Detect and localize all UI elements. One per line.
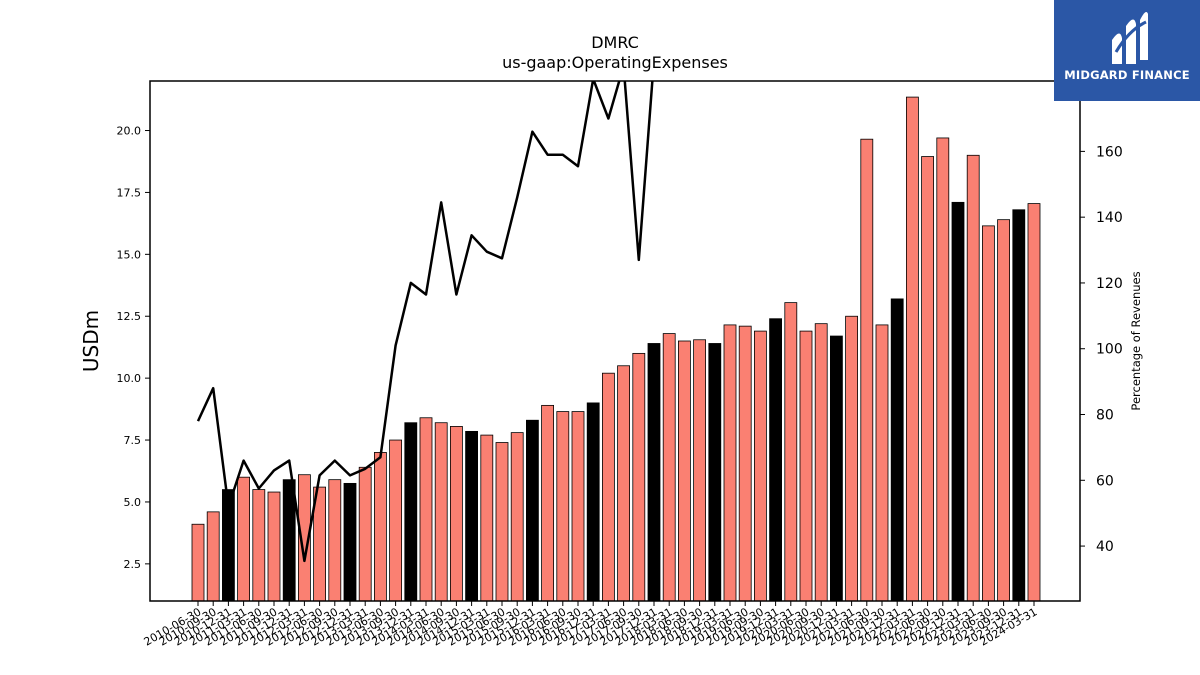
y-axis-right: 40 60 80 100 120 140 160 <box>1080 144 1123 555</box>
bar <box>449 426 463 602</box>
bar <box>571 411 585 602</box>
y2-tick-label: 80 <box>1096 408 1114 424</box>
bar <box>602 372 615 602</box>
bar <box>541 404 554 602</box>
bar <box>936 137 950 602</box>
bar <box>784 302 798 602</box>
bar <box>906 96 919 602</box>
y-tick-label: 12.5 <box>117 310 142 323</box>
line-series <box>196 81 654 563</box>
bar <box>510 432 524 602</box>
bar <box>754 330 767 602</box>
bar <box>419 417 433 602</box>
bar <box>860 138 874 602</box>
y2-tick-label: 160 <box>1096 144 1123 160</box>
bar <box>769 318 782 602</box>
y-tick-label: 17.5 <box>117 186 142 199</box>
y2-axis-label: Percentage of Revenues <box>1129 271 1143 410</box>
bar <box>252 489 266 602</box>
y-tick-label: 2.5 <box>124 558 142 571</box>
bar <box>738 325 752 602</box>
chart-title: DMRC <box>591 33 639 52</box>
y2-tick-label: 40 <box>1096 539 1114 555</box>
bar-series <box>191 96 1041 602</box>
bar <box>723 324 737 602</box>
bar <box>404 422 418 602</box>
bar <box>708 343 722 602</box>
chart-subtitle: us-gaap:OperatingExpenses <box>502 53 728 72</box>
bar <box>693 339 706 602</box>
bar <box>814 323 828 602</box>
bar <box>556 411 570 602</box>
bar <box>282 479 296 602</box>
x-axis: 2010-06-302010-09-302010-12-312011-03-31… <box>142 601 1040 649</box>
bar <box>921 156 934 602</box>
bar <box>647 343 661 602</box>
plot-frame <box>149 80 1081 602</box>
y-tick-label: 15.0 <box>117 248 142 261</box>
bar <box>526 419 539 602</box>
y2-tick-label: 100 <box>1096 342 1123 358</box>
bar <box>343 482 357 602</box>
bar <box>632 352 646 602</box>
y-tick-label: 7.5 <box>124 434 142 447</box>
bar <box>267 491 281 602</box>
bar <box>997 219 1010 602</box>
y-tick-label: 20.0 <box>117 125 142 138</box>
bar <box>358 466 372 602</box>
y2-tick-label: 120 <box>1096 276 1123 292</box>
y-tick-label: 10.0 <box>117 372 142 385</box>
y-tick-label: 5.0 <box>124 496 142 509</box>
midgard-finance-logo-icon <box>1112 12 1148 64</box>
bar <box>966 154 980 602</box>
logo: MIDGARD FINANCE <box>1054 0 1200 101</box>
bar <box>206 511 220 602</box>
y-axis-left: 2.5 5.0 7.5 10.0 12.5 15.0 17.5 20.0 <box>117 125 150 571</box>
bar <box>890 298 904 602</box>
bar <box>799 330 813 602</box>
bar <box>586 402 600 602</box>
bar <box>191 523 205 602</box>
bar <box>951 201 965 602</box>
bar <box>434 422 448 602</box>
y2-tick-label: 140 <box>1096 210 1123 226</box>
bar <box>678 340 691 602</box>
bar <box>1012 209 1026 602</box>
bar <box>237 476 251 602</box>
bar <box>830 335 843 602</box>
bar <box>617 365 630 602</box>
y2-tick-label: 60 <box>1096 473 1114 489</box>
line-percentage-of-revenues <box>196 81 654 563</box>
bar <box>465 430 479 602</box>
bar <box>328 479 342 602</box>
logo-text: MIDGARD FINANCE <box>1064 68 1190 82</box>
bar <box>373 452 387 602</box>
bar <box>875 324 889 602</box>
bar <box>495 442 509 602</box>
bar <box>480 434 494 602</box>
bar <box>662 333 676 602</box>
bar <box>1027 203 1041 602</box>
bar <box>982 225 995 602</box>
y-axis-label: USDm <box>79 310 103 372</box>
bar <box>845 315 858 602</box>
bar <box>389 439 403 602</box>
